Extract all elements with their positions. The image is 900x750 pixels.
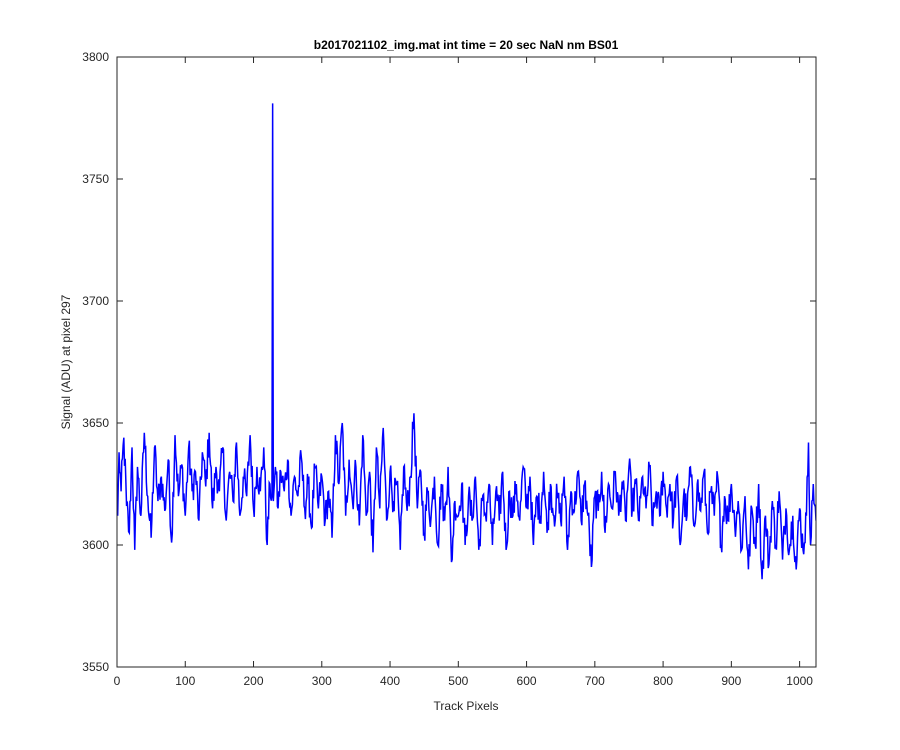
x-tick-label: 700 xyxy=(585,674,605,688)
y-axis-label: Signal (ADU) at pixel 297 xyxy=(59,294,73,429)
x-tick-label: 300 xyxy=(312,674,332,688)
axes-box xyxy=(116,56,817,668)
y-tick-label: 3750 xyxy=(82,172,109,186)
x-tick-label: 600 xyxy=(517,674,537,688)
series-line xyxy=(117,103,816,580)
x-tick-label: 800 xyxy=(653,674,673,688)
x-axis-ticks: 0 100 200 300 400 500 600 700 800 900 1000 xyxy=(114,57,813,688)
y-tick-label: 3800 xyxy=(82,50,109,64)
x-tick-label: 500 xyxy=(448,674,468,688)
x-tick-label: 100 xyxy=(175,674,195,688)
y-tick-label: 3650 xyxy=(82,416,109,430)
x-tick-label: 1000 xyxy=(786,674,813,688)
y-tick-label: 3600 xyxy=(82,538,109,552)
x-tick-label: 400 xyxy=(380,674,400,688)
y-axis-ticks: 3550 3600 3650 3700 3750 3800 xyxy=(82,50,816,674)
y-tick-label: 3700 xyxy=(82,294,109,308)
x-tick-label: 200 xyxy=(244,674,264,688)
x-tick-label: 0 xyxy=(114,674,121,688)
x-axis-label: Track Pixels xyxy=(434,699,499,713)
plot-area xyxy=(117,57,816,667)
x-tick-label: 900 xyxy=(721,674,741,688)
plot-clip-group xyxy=(117,103,816,580)
chart-title: b2017021102_img.mat int time = 20 sec Na… xyxy=(314,38,619,52)
y-tick-label: 3550 xyxy=(82,660,109,674)
